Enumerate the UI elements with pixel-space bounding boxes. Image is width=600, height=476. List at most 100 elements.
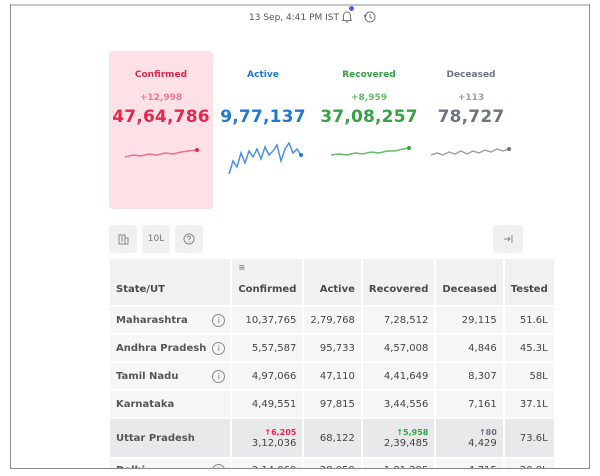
state-name: Karnataka — [116, 398, 175, 410]
card-active-value: 9,77,137 — [220, 107, 306, 127]
card-deceased-delta: +113 — [457, 93, 485, 103]
help-icon — [183, 233, 195, 245]
confirmed-delta: ↑6,205 — [264, 427, 297, 437]
per-million-label: 10L — [147, 234, 165, 244]
info-icon[interactable]: i — [212, 342, 226, 355]
active-cell: 97,815 — [304, 391, 361, 417]
state-name: Andhra Pradesh — [116, 342, 207, 354]
card-recovered-label: Recovered — [342, 70, 396, 80]
card-recovered[interactable]: Recovered +8,959 37,08,257 — [317, 51, 421, 209]
recovered-cell: 3,44,556 — [362, 391, 435, 417]
deceased-cell: ↑80 4,429 — [436, 419, 503, 457]
header-confirmed[interactable]: ≡ Confirmed — [232, 259, 303, 305]
deceased-sparkline — [430, 147, 511, 156]
history-icon[interactable] — [363, 10, 377, 24]
active-cell: 68,122 — [304, 419, 361, 457]
per-million-button[interactable]: 10L — [142, 225, 170, 253]
header-confirmed-label: Confirmed — [238, 284, 297, 295]
card-confirmed-label: Confirmed — [134, 70, 188, 80]
tested-cell: 73.6L — [504, 419, 554, 457]
sort-icon: ≡ — [238, 263, 246, 272]
card-deceased-value: 78,727 — [437, 107, 505, 127]
state-name: Delhi — [116, 465, 145, 469]
card-active[interactable]: Active 9,77,137 — [211, 51, 315, 209]
card-deceased-label: Deceased — [446, 70, 496, 80]
confirmed-cell: 2,14,069 — [232, 459, 303, 468]
card-deceased[interactable]: Deceased +113 78,727 — [419, 51, 523, 209]
deceased-cell: 29,115 — [436, 307, 503, 333]
state-name: Tamil Nadu — [116, 370, 179, 382]
confirmed-cell: 10,37,765 — [232, 307, 303, 333]
active-cell: 2,79,768 — [304, 307, 361, 333]
confirmed-cell: ↑6,205 3,12,036 — [232, 419, 303, 457]
table-row[interactable]: Uttar Pradesh ↑6,205 3,12,036 68,122 ↑5,9… — [110, 419, 554, 457]
bell-icon[interactable] — [340, 10, 354, 24]
states-table: State/UT ≡ Confirmed Active Recovered De… — [108, 257, 556, 469]
active-cell: 95,733 — [304, 335, 361, 361]
recovered-cell: 4,57,008 — [362, 335, 435, 361]
expand-icon — [504, 235, 513, 243]
tested-cell: 20.8L — [504, 459, 554, 468]
table-row[interactable]: Karnataka 4,49,551 97,815 3,44,556 7,161… — [110, 391, 554, 417]
info-icon[interactable]: i — [212, 464, 226, 468]
deceased-value: 4,429 — [468, 437, 497, 449]
recovered-sparkline — [330, 146, 411, 156]
expand-table-button[interactable] — [493, 225, 523, 253]
deceased-cell: 7,161 — [436, 391, 503, 417]
header-active[interactable]: Active — [304, 259, 361, 305]
row-state-cell: Uttar Pradesh — [110, 419, 231, 457]
active-value: 68,122 — [319, 432, 355, 444]
confirmed-cell: 4,97,066 — [232, 363, 303, 389]
confirmed-cell: 4,49,551 — [232, 391, 303, 417]
table-row[interactable]: Tamil Nadu i 4,97,066 47,110 4,41,649 8,3… — [110, 363, 554, 389]
top-divider — [11, 4, 589, 6]
tested-cell: 58L — [504, 363, 554, 389]
header-state[interactable]: State/UT — [110, 259, 231, 305]
row-state-cell: Delhi i — [110, 459, 231, 469]
card-confirmed-delta: +12,998 — [139, 93, 183, 103]
tested-cell: 37.1L — [504, 391, 554, 417]
confirmed-cell: 5,57,587 — [232, 335, 303, 361]
table-row[interactable]: Maharashtra i 10,37,765 2,79,768 7,28,512… — [110, 307, 554, 333]
active-cell: 47,110 — [304, 363, 361, 389]
header-deceased[interactable]: Deceased — [436, 259, 503, 305]
active-cell: 28,059 — [304, 459, 361, 468]
state-name: Uttar Pradesh — [116, 432, 195, 444]
recovered-cell: 1,81,295 — [362, 459, 435, 468]
row-state-cell: Andhra Pradesh i — [110, 335, 231, 361]
deceased-cell: 4,846 — [436, 335, 503, 361]
header-recovered[interactable]: Recovered — [362, 259, 435, 305]
building-icon — [118, 234, 129, 245]
info-icon[interactable]: i — [212, 314, 226, 327]
recovered-cell: ↑5,958 2,39,485 — [362, 419, 435, 457]
row-state-cell: Karnataka — [110, 391, 231, 417]
deceased-cell: 4,715 — [436, 459, 503, 468]
active-sparkline — [228, 141, 303, 175]
card-confirmed[interactable]: Confirmed +12,998 47,64,786 — [109, 51, 213, 209]
card-active-label: Active — [247, 70, 279, 80]
table-row[interactable]: Andhra Pradesh i 5,57,587 95,733 4,57,008… — [110, 335, 554, 361]
recovered-delta: ↑5,958 — [396, 427, 429, 437]
deceased-delta: ↑80 — [478, 427, 497, 437]
card-recovered-value: 37,08,257 — [320, 107, 418, 127]
district-toggle-button[interactable] — [109, 225, 137, 253]
row-state-cell: Maharashtra i — [110, 307, 231, 333]
recovered-value: 2,39,485 — [383, 437, 429, 449]
tested-value: 73.6L — [519, 432, 548, 444]
card-recovered-delta: +8,959 — [350, 93, 387, 103]
state-name: Maharashtra — [116, 314, 188, 326]
info-icon[interactable]: i — [212, 370, 226, 383]
card-confirmed-value: 47,64,786 — [112, 107, 210, 127]
update-indicator-dot — [349, 6, 354, 11]
header-tested[interactable]: Tested — [504, 259, 554, 305]
row-state-cell: Tamil Nadu i — [110, 363, 231, 389]
tested-cell: 51.6L — [504, 307, 554, 333]
confirmed-value: 3,12,036 — [251, 437, 297, 449]
table-row[interactable]: Delhi i 2,14,069 28,059 1,81,295 4,715 20… — [110, 459, 554, 469]
confirmed-sparkline — [124, 148, 199, 158]
last-updated-timestamp: 13 Sep, 4:41 PM IST — [249, 13, 339, 23]
recovered-cell: 4,41,649 — [362, 363, 435, 389]
recovered-cell: 7,28,512 — [362, 307, 435, 333]
dashboard-frame: 13 Sep, 4:41 PM IST Confirmed +12,998 47… — [10, 4, 590, 469]
help-button[interactable] — [175, 225, 203, 253]
